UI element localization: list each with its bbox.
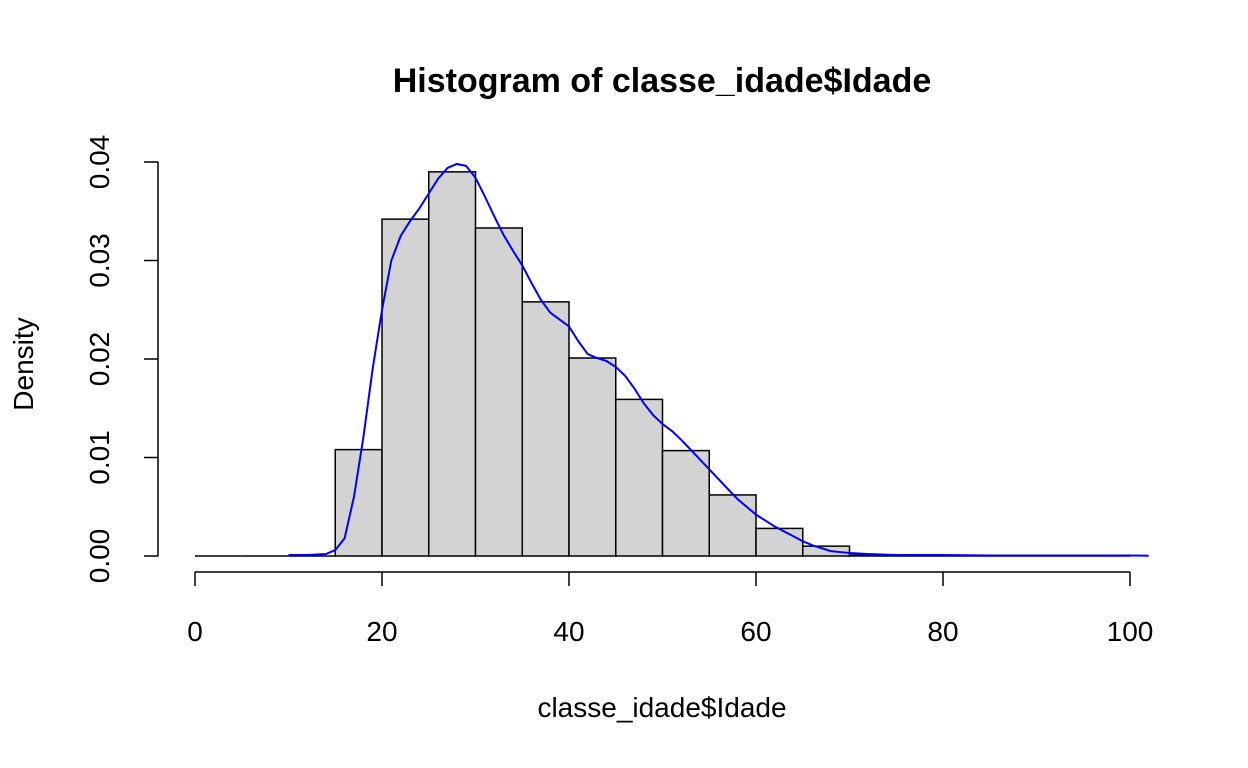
y-tick-label: 0.00 [84, 529, 115, 584]
histogram-bar [521, 301, 570, 557]
chart-title: Histogram of classe_idade$Idade [393, 62, 932, 100]
histogram-bar [428, 171, 477, 557]
x-tick-label: 0 [187, 616, 203, 647]
y-tick-label: 0.03 [84, 233, 115, 288]
y-tick-label: 0.04 [84, 135, 115, 190]
histogram-bar [568, 357, 617, 557]
histogram-bar [615, 398, 664, 557]
x-tick-label: 40 [553, 616, 584, 647]
y-axis: 0.00 0.01 0.02 0.03 0.04 [84, 135, 159, 584]
y-axis-label: Density [8, 317, 39, 410]
y-tick-label: 0.02 [84, 332, 115, 387]
x-tick-label: 60 [740, 616, 771, 647]
histogram-bar [474, 227, 523, 557]
x-axis: 0 20 40 60 80 100 [187, 571, 1154, 647]
x-axis-label: classe_idade$Idade [537, 692, 786, 723]
density-curve [288, 162, 1149, 557]
density-curve-group [288, 162, 1149, 557]
x-tick-label: 20 [366, 616, 397, 647]
histogram-bar [708, 494, 757, 557]
histogram-bars [195, 171, 1130, 557]
histogram-bar [802, 545, 851, 557]
histogram-bar [755, 527, 804, 557]
histogram-bar [381, 218, 430, 557]
x-tick-label: 100 [1107, 616, 1154, 647]
y-tick-label: 0.01 [84, 430, 115, 485]
histogram-bar [661, 449, 710, 557]
x-tick-label: 80 [927, 616, 958, 647]
